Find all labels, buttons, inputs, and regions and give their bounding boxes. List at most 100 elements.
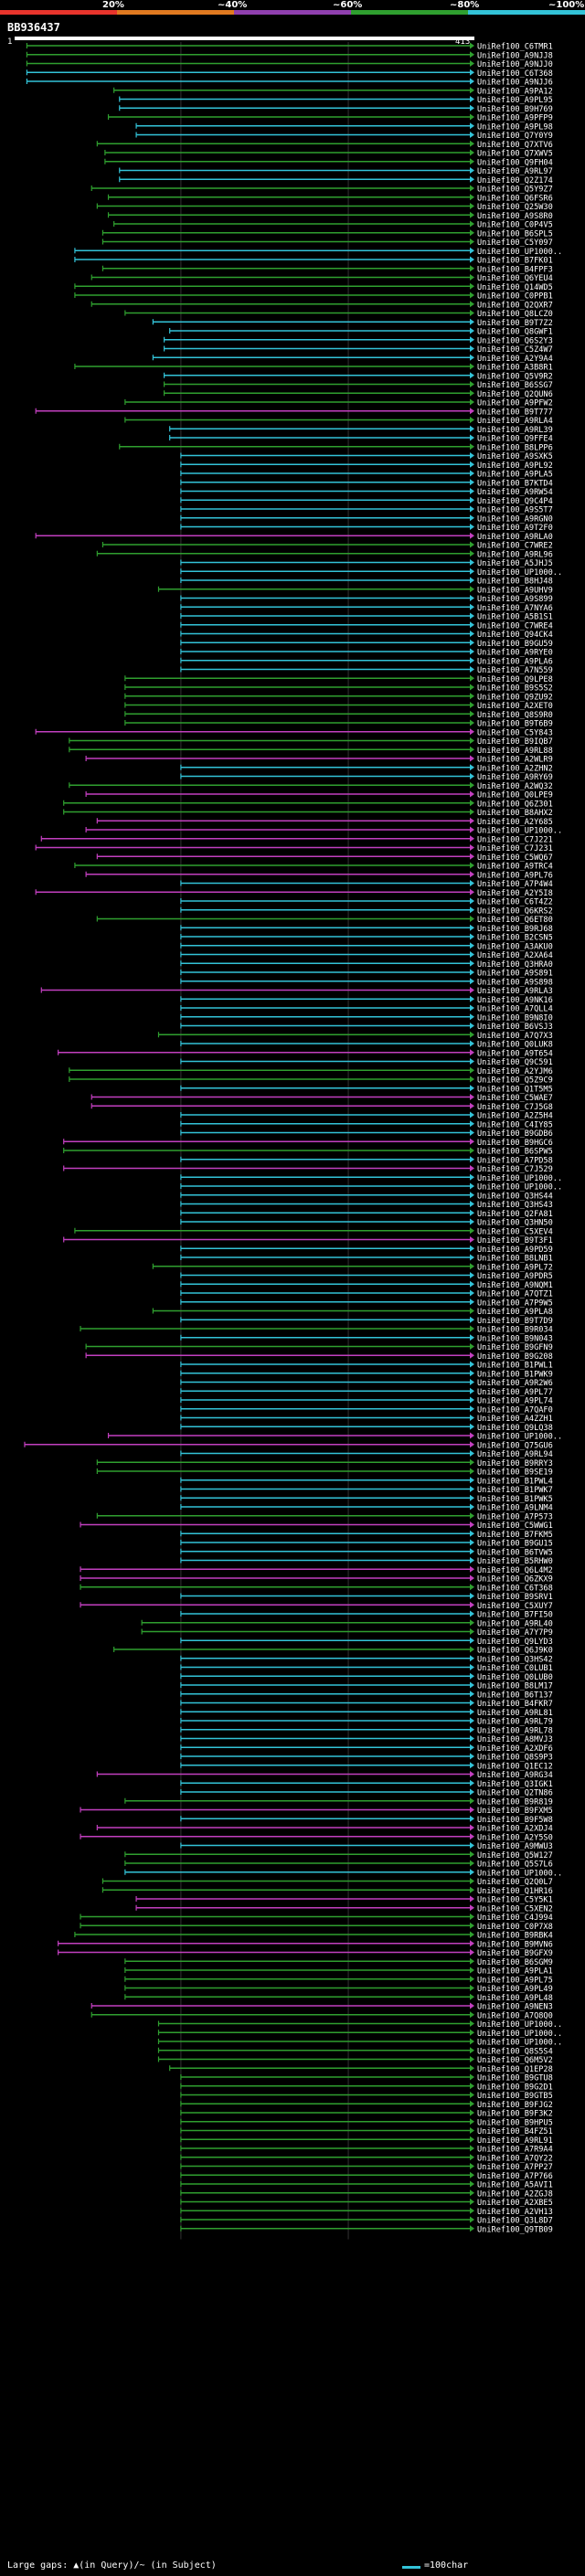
hit-label: UniRef100_B9FJG2 [477, 2101, 553, 2110]
hit-arrow [470, 2180, 474, 2188]
hit-label: UniRef100_Q3HS42 [477, 1655, 553, 1664]
hit-label: UniRef100_Q6S2Y3 [477, 336, 553, 345]
hit-row: UniRef100_A7PD58 [180, 1156, 553, 1165]
hit-arrow [470, 301, 474, 308]
hit-row: UniRef100_B4FKR7 [180, 1700, 553, 1709]
hit-arrow [470, 1102, 474, 1109]
hit-label: UniRef100_C5WAE7 [477, 1094, 553, 1103]
hit-row: UniRef100_Q5Y9Z7 [90, 185, 553, 195]
hit-arrow [470, 1824, 474, 1831]
hit-label: UniRef100_Q3HS44 [477, 1192, 553, 1201]
hit-label: UniRef100_A7P4W4 [477, 880, 553, 889]
hit-label: UniRef100_C0LUB1 [477, 1664, 553, 1673]
hit-row: UniRef100_A9RLA4 [124, 417, 553, 426]
hit-row: UniRef100_B9SE19 [96, 1468, 553, 1478]
hit-arrow [470, 1120, 474, 1128]
hit-label: UniRef100_B4FPF3 [477, 265, 553, 274]
hit-row: UniRef100_B9GU59 [180, 639, 553, 649]
hit-row: UniRef100_A9RL91 [180, 2136, 553, 2146]
hit-row: UniRef100_A9SXK5 [180, 452, 553, 461]
hit-row: UniRef100_A7N559 [180, 666, 553, 675]
hit-label: UniRef100_B1PWK7 [477, 1486, 553, 1495]
hit-row: UniRef100_A9RL39 [169, 425, 553, 435]
hit-arrow [470, 96, 474, 102]
hit-label: UniRef100_Q8LCZ0 [477, 310, 553, 319]
hit-label: UniRef100_B9R819 [477, 1797, 553, 1807]
hit-arrow [470, 933, 474, 940]
hit-arrow [470, 880, 474, 886]
hit-label: UniRef100_B8LPP6 [477, 443, 553, 452]
hit-arrow [470, 417, 474, 423]
hit-row: UniRef100_Q9ZU92 [124, 693, 553, 702]
hit-row: UniRef100_B8AHX2 [63, 809, 553, 818]
hit-arrow [470, 158, 474, 165]
hit-arrow [470, 559, 474, 566]
hit-arrow [470, 1182, 474, 1190]
hit-label: UniRef100_Q9LYD3 [477, 1638, 553, 1647]
hit-row: UniRef100_B9GFX9 [58, 1949, 553, 1958]
hit-arrow [470, 345, 474, 352]
hit-arrow [470, 1957, 474, 1965]
hit-label: UniRef100_A7QTZ1 [477, 1290, 553, 1299]
hit-row: UniRef100_Q6ET80 [96, 916, 553, 925]
hit-label: UniRef100_A9T654 [477, 1049, 553, 1058]
hit-row: UniRef100_C5XUY7 [80, 1601, 553, 1611]
hit-label: UniRef100_A9PL77 [477, 1388, 553, 1397]
hit-label: UniRef100_C7J231 [477, 844, 553, 853]
hit-row: UniRef100_UP1000.. [180, 1182, 562, 1193]
hit-label: UniRef100_UP1000.. [477, 1183, 562, 1193]
hit-arrow [470, 1726, 474, 1733]
hit-row: UniRef100_UP1000.. [85, 826, 562, 836]
hit-row: UniRef100_A9NJJ6 [26, 78, 553, 88]
hit-label: UniRef100_B1PWK5 [477, 1495, 553, 1504]
hit-row: UniRef100_B1PWL4 [180, 1477, 553, 1486]
hit-row: UniRef100_A2XDJ4 [96, 1824, 553, 1834]
hit-row: UniRef100_C6TMR1 [26, 42, 553, 52]
hit-label: UniRef100_Q3HRA0 [477, 960, 553, 970]
hit-row: UniRef100_Q6YEU4 [90, 274, 553, 283]
hit-row: UniRef100_A9T654 [58, 1049, 553, 1058]
hit-label: UniRef100_A9RW54 [477, 488, 553, 497]
hit-row: UniRef100_A9RLA3 [40, 987, 553, 996]
hit-arrow [470, 1477, 474, 1484]
hit-label: UniRef100_A9NJJ6 [477, 79, 553, 88]
hit-row: UniRef100_B9T7D9 [180, 1316, 553, 1326]
hit-arrow [470, 790, 474, 798]
hit-arrow [470, 648, 474, 655]
hit-arrow [470, 657, 474, 664]
hit-arrow [470, 363, 474, 370]
hit-label: UniRef100_A7P766 [477, 2172, 553, 2181]
hit-arrow [470, 1423, 474, 1430]
hit-arrow [470, 1076, 474, 1083]
hit-row: UniRef100_A9PL75 [124, 1976, 553, 1985]
hit-label: UniRef100_B9MVN6 [477, 1940, 553, 1949]
hit-row: UniRef100_A9T2F0 [180, 524, 553, 533]
hit-arrow [470, 1432, 474, 1439]
hit-label: UniRef100_C7J221 [477, 835, 553, 844]
hit-arrow [470, 612, 474, 620]
hit-arrow [470, 1637, 474, 1644]
hit-row: UniRef100_A9RL79 [180, 1717, 553, 1727]
hit-arrow [470, 1913, 474, 1920]
hit-row: UniRef100_A9PL95 [119, 96, 553, 105]
hit-row: UniRef100_B5RHW0 [180, 1557, 553, 1566]
hit-arrow [470, 1147, 474, 1154]
hit-label: UniRef100_A9PFP9 [477, 114, 553, 123]
hit-row: UniRef100_A9S5T7 [180, 505, 553, 515]
hit-arrow [470, 203, 474, 209]
hit-arrow [470, 2056, 474, 2062]
hit-label: UniRef100_Q9C4P4 [477, 497, 553, 506]
hit-row: UniRef100_B6SPW5 [63, 1147, 553, 1157]
hit-arrow [470, 69, 474, 76]
hit-row: UniRef100_Q6L4M2 [80, 1565, 553, 1575]
hit-label: UniRef100_Q0LPE9 [477, 791, 553, 800]
hit-label: UniRef100_B9F5W8 [477, 1816, 553, 1825]
hit-row: UniRef100_B9T777 [35, 408, 553, 417]
hit-arrow [470, 550, 474, 557]
hit-label: UniRef100_B1PWL4 [477, 1477, 553, 1486]
hit-row: UniRef100_B9T6B9 [124, 719, 553, 729]
hit-arrow [470, 1396, 474, 1404]
hit-arrow [470, 1325, 474, 1332]
hit-label: UniRef100_A9RL81 [477, 1709, 553, 1718]
hit-arrow [470, 229, 474, 237]
